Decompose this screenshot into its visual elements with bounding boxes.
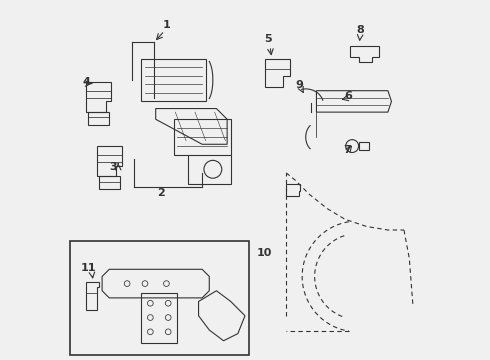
Text: 1: 1 bbox=[163, 19, 171, 30]
Text: 5: 5 bbox=[265, 34, 272, 44]
Text: 9: 9 bbox=[295, 80, 303, 90]
Bar bbox=[70, 241, 248, 355]
Bar bbox=[173, 119, 231, 155]
Text: 8: 8 bbox=[356, 25, 364, 35]
Text: 6: 6 bbox=[344, 91, 352, 101]
Bar bbox=[142, 59, 206, 102]
Text: 3: 3 bbox=[109, 162, 117, 172]
Text: 2: 2 bbox=[157, 188, 165, 198]
Text: 11: 11 bbox=[81, 262, 97, 273]
Text: 10: 10 bbox=[256, 248, 271, 258]
Text: 7: 7 bbox=[343, 145, 351, 155]
Bar bbox=[359, 142, 369, 150]
Text: 4: 4 bbox=[82, 77, 90, 87]
